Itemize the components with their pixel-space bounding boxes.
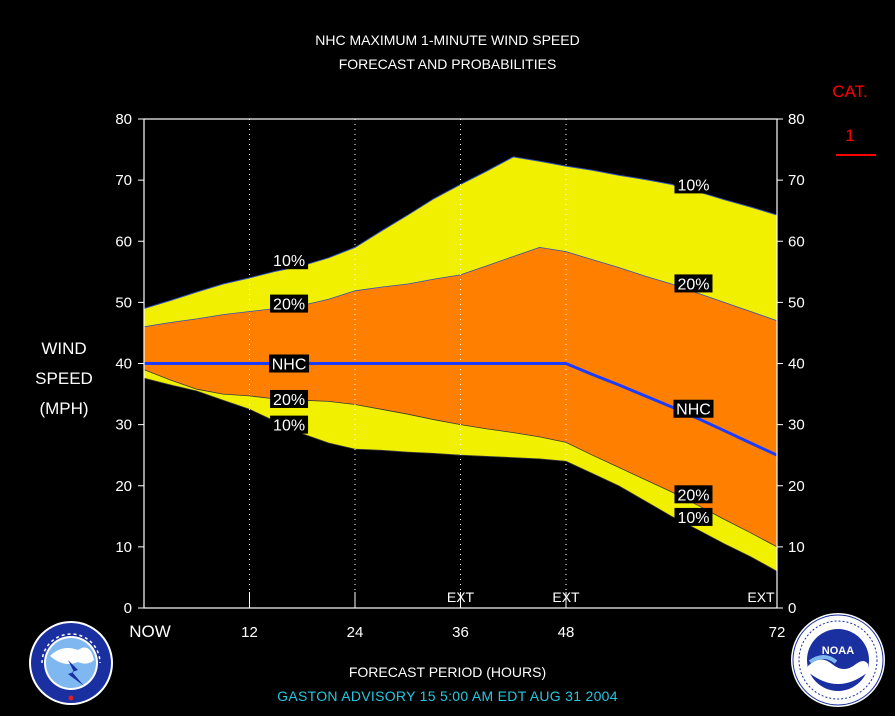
y-tick-label-right-40: 40	[788, 356, 805, 373]
y-tick-label-right-30: 30	[788, 417, 805, 434]
band-label-text-9: 10%	[677, 510, 709, 527]
y-tick-label-left-40: 40	[115, 356, 132, 373]
category-value: 1	[845, 126, 855, 145]
y-tick-label-left-70: 70	[115, 172, 132, 189]
y-axis-label-line-1: WIND	[41, 339, 87, 358]
x-tick-label-36: 36	[452, 624, 469, 641]
band-label-text-6: 20%	[677, 276, 709, 293]
chart-title-line-1: NHC MAXIMUM 1-MINUTE WIND SPEED	[315, 32, 580, 48]
x-tick-label-24: 24	[347, 624, 364, 641]
band-label-7: NHC	[673, 399, 714, 419]
band-label-text-1: 20%	[273, 297, 305, 314]
category-underline	[836, 154, 876, 156]
band-label-text-0: 10%	[273, 253, 305, 270]
y-tick-label-right-70: 70	[788, 172, 805, 189]
band-label-box-3	[270, 389, 309, 408]
y-tick-label-right-10: 10	[788, 539, 805, 556]
band-label-box-1	[270, 294, 309, 313]
x-tick-label-now: NOW	[129, 622, 171, 641]
band-label-4: 10%	[270, 415, 309, 435]
y-axis-label-line-2: SPEED	[35, 369, 93, 388]
band-label-text-2: NHC	[272, 357, 307, 374]
band-label-box-2	[269, 354, 310, 373]
band-label-box-6	[674, 274, 713, 293]
series-line-nhc	[144, 362, 778, 457]
y-tick-label-left-10: 10	[115, 539, 132, 556]
band-label-text-5: 10%	[677, 177, 709, 194]
band-label-box-5	[674, 175, 713, 194]
y-axis-label-line-3: (MPH)	[39, 399, 89, 418]
ext-label-48: EXT	[552, 589, 580, 605]
band-label-0: 10%	[270, 251, 309, 270]
band-label-box-8	[674, 485, 713, 504]
band-label-3: 20%	[270, 389, 309, 409]
y-tick-label-left-20: 20	[115, 478, 132, 495]
svg-text:NOAA: NOAA	[822, 645, 854, 657]
y-tick-label-right-80: 80	[788, 111, 805, 128]
band-label-6: 20%	[674, 274, 713, 293]
band-label-text-3: 20%	[273, 392, 305, 409]
ext-label-72: EXT	[747, 589, 775, 605]
x-tick-label-48: 48	[558, 624, 575, 641]
band-label-9: 10%	[674, 507, 713, 527]
y-tick-label-left-30: 30	[115, 417, 132, 434]
band-label-text-7: NHC	[676, 402, 711, 419]
chart-title-line-2: FORECAST AND PROBABILITIES	[338, 56, 557, 72]
band-label-box-7	[673, 399, 714, 418]
band-label-text-4: 10%	[273, 418, 305, 435]
y-tick-label-left-50: 50	[115, 294, 132, 311]
band-label-1: 20%	[270, 294, 309, 314]
band-label-8: 20%	[674, 485, 713, 504]
y-tick-label-left-60: 60	[115, 233, 132, 250]
y-tick-label-left-80: 80	[115, 111, 132, 128]
y-tick-label-left-0: 0	[124, 600, 132, 617]
category-label: CAT.	[832, 82, 868, 101]
y-tick-label-right-0: 0	[788, 600, 796, 617]
band-20-percent	[144, 247, 777, 547]
x-axis-label: FORECAST PERIOD (HOURS)	[348, 664, 547, 680]
y-tick-label-right-50: 50	[788, 294, 805, 311]
advisory-line: GASTON ADVISORY 15 5:00 AM EDT AUG 31 20…	[277, 688, 618, 704]
band-label-box-9	[674, 507, 713, 526]
y-tick-label-right-20: 20	[788, 478, 805, 495]
band-label-5: 10%	[674, 175, 713, 194]
band-label-text-8: 20%	[677, 487, 709, 504]
ext-label-36: EXT	[447, 589, 475, 605]
noaa-logo: NOAA	[791, 613, 885, 707]
y-tick-label-right-60: 60	[788, 233, 805, 250]
x-tick-label-12: 12	[241, 624, 258, 641]
band-label-box-0	[270, 251, 309, 270]
x-tick-label-72: 72	[769, 624, 786, 641]
band-label-box-4	[270, 415, 309, 434]
band-label-2: NHC	[269, 354, 310, 374]
national-weather-service-logo	[29, 621, 113, 705]
